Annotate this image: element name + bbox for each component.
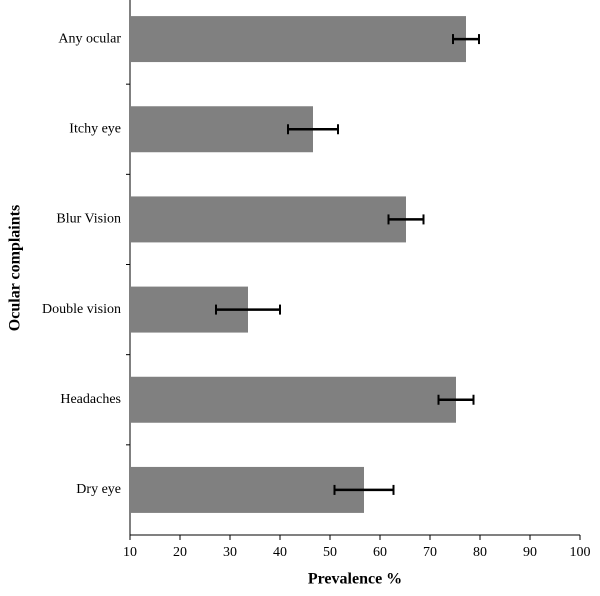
y-tick-label: Any ocular bbox=[58, 31, 121, 46]
x-tick-label: 30 bbox=[223, 545, 237, 560]
y-tick-label: Blur Vision bbox=[56, 212, 121, 227]
x-tick-label: 70 bbox=[423, 545, 437, 560]
y-axis-title: Ocular complaints bbox=[7, 205, 24, 331]
bar bbox=[130, 376, 456, 423]
x-axis-title: Prevalence % bbox=[308, 571, 402, 588]
y-tick-label: Dry eye bbox=[76, 482, 121, 497]
bar bbox=[130, 16, 466, 63]
bar bbox=[130, 196, 406, 243]
x-tick-label: 100 bbox=[570, 545, 591, 560]
y-tick-label: Itchy eye bbox=[69, 121, 121, 136]
x-tick-label: 10 bbox=[123, 545, 137, 560]
x-tick-label: 20 bbox=[173, 545, 187, 560]
x-tick-label: 40 bbox=[273, 545, 287, 560]
x-tick-label: 60 bbox=[373, 545, 387, 560]
x-tick-label: 80 bbox=[473, 545, 487, 560]
bar bbox=[130, 106, 313, 153]
bar bbox=[130, 466, 364, 513]
x-tick-label: 90 bbox=[523, 545, 537, 560]
y-tick-label: Double vision bbox=[42, 302, 121, 317]
x-tick-label: 50 bbox=[323, 545, 337, 560]
y-tick-label: Headaches bbox=[60, 392, 121, 407]
